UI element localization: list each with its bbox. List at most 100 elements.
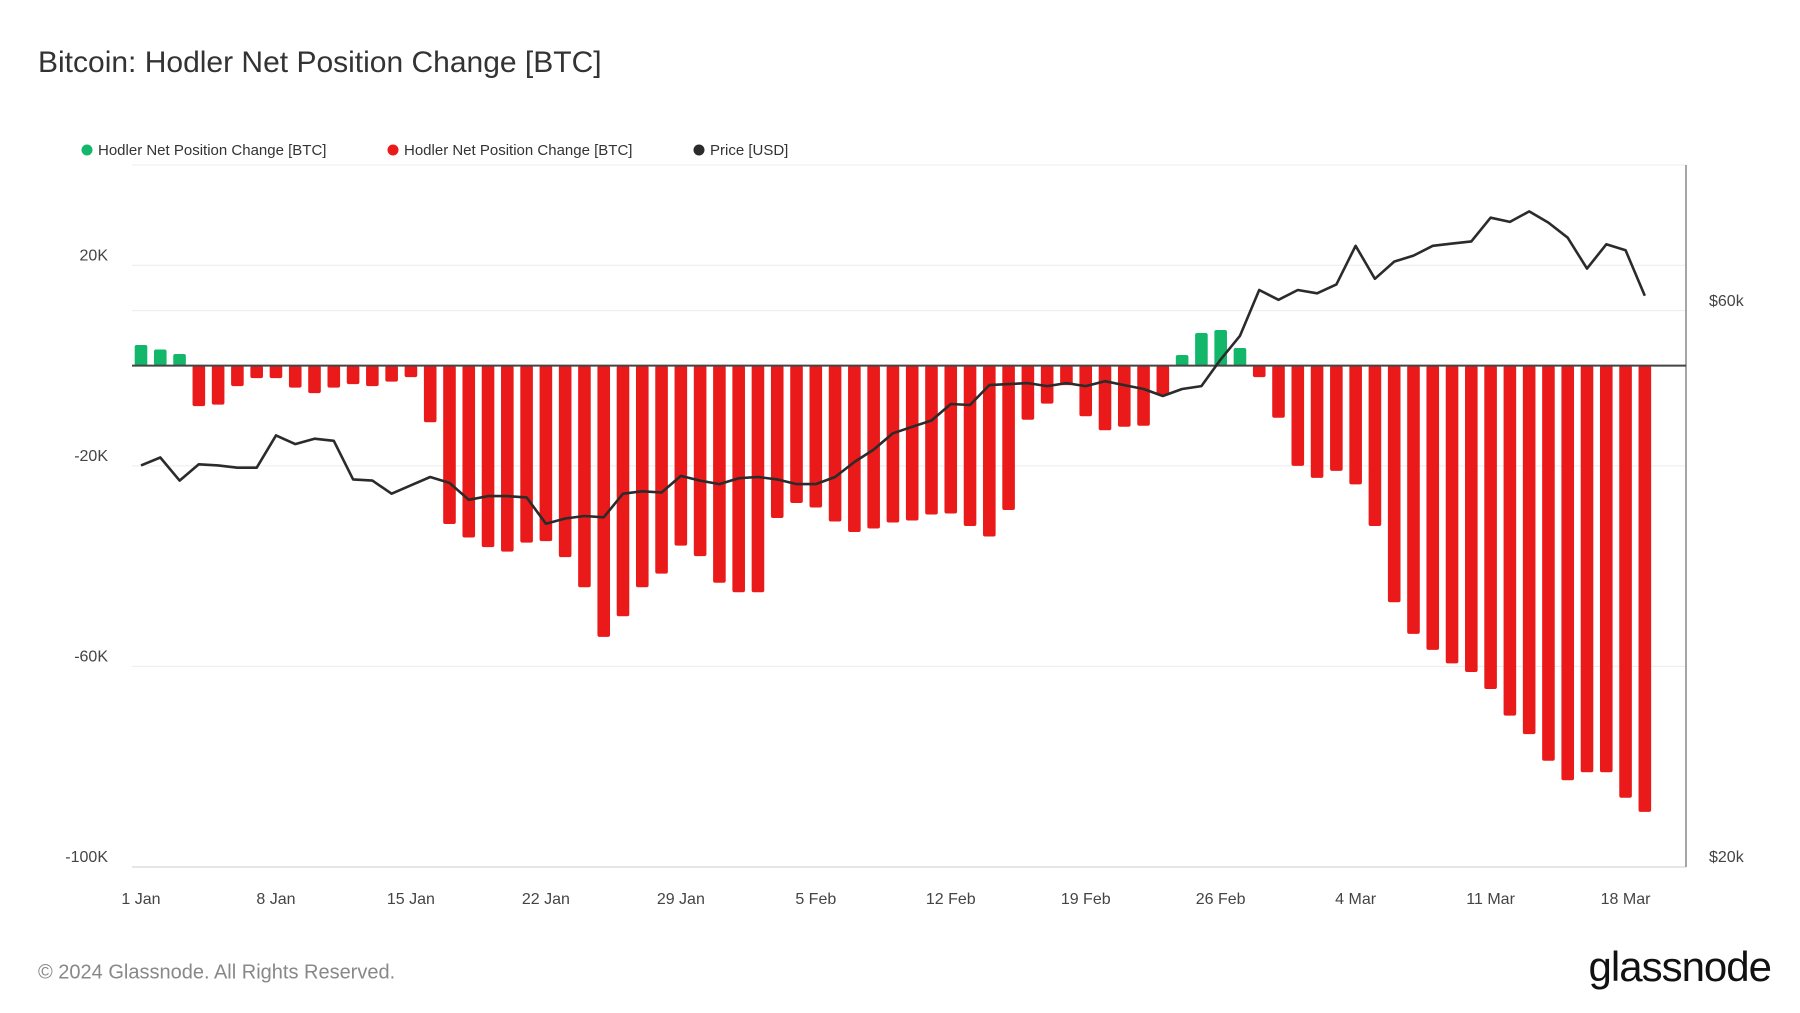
bar: [1156, 365, 1170, 395]
chart-title: Bitcoin: Hodler Net Position Change [BTC…: [38, 46, 602, 79]
x-tick-label: 8 Jan: [256, 891, 295, 908]
bar: [327, 365, 341, 388]
bar: [1561, 365, 1575, 781]
bar: [944, 365, 958, 514]
bar: [655, 365, 668, 574]
bar: [635, 365, 649, 588]
bar: [828, 365, 842, 522]
bar: [423, 365, 437, 423]
bar: [1503, 365, 1517, 716]
bar: [269, 365, 283, 379]
x-tick-label: 12 Feb: [926, 891, 976, 908]
x-tick-label: 26 Feb: [1196, 891, 1246, 908]
bar: [1484, 365, 1497, 689]
copyright: © 2024 Glassnode. All Rights Reserved.: [38, 961, 395, 983]
bar: [443, 365, 456, 525]
legend-label: Hodler Net Position Change [BTC]: [98, 142, 326, 159]
bar: [1175, 355, 1189, 366]
bar: [713, 365, 726, 583]
bar: [1522, 365, 1536, 735]
bar: [1195, 332, 1208, 366]
legend-label: Hodler Net Position Change [BTC]: [404, 142, 632, 159]
bar: [366, 365, 379, 387]
bar: [1252, 365, 1266, 378]
bar: [616, 365, 630, 617]
bar: [1021, 365, 1035, 420]
legend-label: Price [USD]: [710, 142, 788, 159]
bar: [1002, 365, 1015, 510]
bar: [597, 365, 611, 637]
bar: [231, 365, 244, 387]
y-tick-label: -20K: [74, 448, 108, 465]
bar: [886, 365, 900, 523]
bar: [770, 365, 784, 519]
y-tick-label: -60K: [74, 649, 108, 666]
bar: [1387, 365, 1401, 603]
bar: [1098, 365, 1112, 431]
bar: [1580, 365, 1594, 773]
bar: [848, 365, 861, 533]
bar: [558, 365, 572, 558]
bar: [1349, 365, 1362, 485]
bar: [1407, 365, 1420, 634]
bar: [809, 365, 823, 508]
bar: [963, 365, 977, 527]
bar: [1368, 365, 1382, 527]
bar: [578, 365, 591, 588]
bar: [1079, 365, 1093, 417]
legend-marker: [387, 144, 399, 156]
bar: [790, 365, 803, 503]
bar: [211, 365, 225, 405]
bar: [905, 365, 919, 521]
bar: [983, 365, 996, 537]
bar: [1060, 365, 1073, 386]
x-tick-label: 18 Mar: [1601, 891, 1651, 908]
x-tick-label: 29 Jan: [657, 891, 705, 908]
legend-marker: [693, 144, 705, 156]
y-tick-label: 20K: [80, 248, 109, 265]
bar: [1638, 365, 1652, 812]
x-tick-label: 1 Jan: [121, 891, 160, 908]
bar: [481, 365, 495, 548]
bar: [1137, 365, 1150, 426]
x-tick-label: 4 Mar: [1335, 891, 1377, 908]
bar: [308, 365, 321, 394]
bar: [1619, 365, 1632, 798]
bar: [385, 365, 398, 382]
price-line: [140, 210, 1646, 525]
bar: [1117, 365, 1131, 427]
legend-marker: [81, 144, 93, 156]
bar: [404, 365, 418, 378]
brand-logo: glassnode: [1589, 943, 1771, 990]
bar: [1291, 365, 1305, 466]
bar: [192, 365, 206, 407]
bar: [1310, 365, 1324, 478]
bar: [288, 365, 302, 388]
x-tick-label: 19 Feb: [1061, 891, 1111, 908]
bar: [751, 365, 765, 593]
bar: [867, 365, 880, 529]
y-tick-label: -100K: [65, 849, 108, 866]
bar: [693, 365, 707, 557]
bar: [346, 365, 360, 385]
bar: [674, 365, 688, 546]
bar: [925, 365, 938, 515]
bar: [134, 345, 148, 366]
bar: [501, 365, 514, 552]
y2-tick-label: $20k: [1709, 849, 1745, 866]
bar: [539, 365, 553, 542]
bar: [1330, 365, 1343, 471]
bar: [1465, 365, 1478, 672]
x-tick-label: 5 Feb: [795, 891, 836, 908]
bar: [173, 354, 186, 366]
bar: [1272, 365, 1285, 418]
x-tick-label: 22 Jan: [522, 891, 570, 908]
bar: [1445, 365, 1459, 664]
bar: [1542, 365, 1555, 761]
bar: [1233, 348, 1247, 366]
bar: [462, 365, 476, 538]
x-tick-label: 15 Jan: [387, 891, 435, 908]
bar: [1426, 365, 1440, 650]
bar: [153, 349, 167, 366]
